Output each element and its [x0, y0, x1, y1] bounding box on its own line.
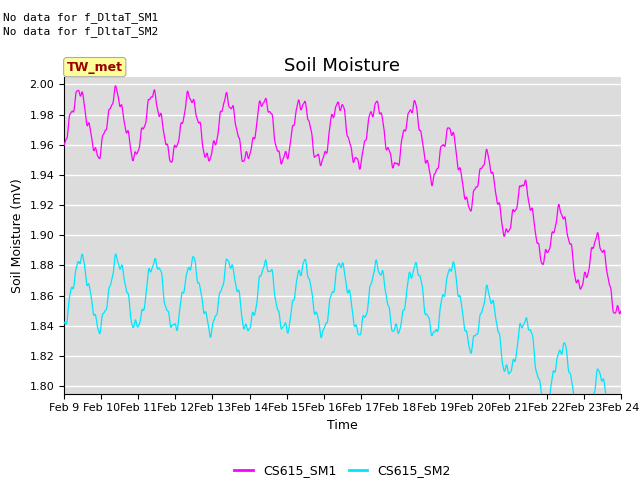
Legend: CS615_SM1, CS615_SM2: CS615_SM1, CS615_SM2 — [229, 459, 456, 480]
Text: No data for f_DltaT_SM1: No data for f_DltaT_SM1 — [3, 12, 159, 23]
Title: Soil Moisture: Soil Moisture — [284, 57, 401, 75]
Text: No data for f_DltaT_SM2: No data for f_DltaT_SM2 — [3, 26, 159, 37]
Text: TW_met: TW_met — [67, 60, 123, 73]
Y-axis label: Soil Moisture (mV): Soil Moisture (mV) — [11, 178, 24, 293]
X-axis label: Time: Time — [327, 419, 358, 432]
